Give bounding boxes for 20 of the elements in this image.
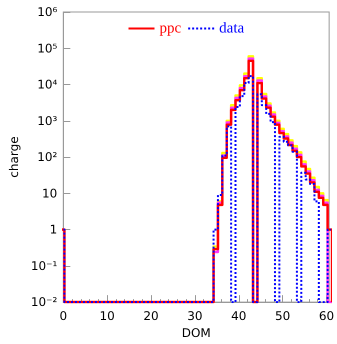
x-tick-label: 10 — [100, 309, 115, 324]
y-tick-label: 10 — [42, 186, 58, 200]
y-tick-label: 1 — [50, 222, 58, 237]
y-tick-label: 10⁶ — [37, 5, 58, 19]
x-tick-label: 50 — [275, 309, 290, 324]
x-tick-label: 30 — [187, 309, 203, 324]
y-axis-title: charge — [7, 136, 21, 178]
x-axis-title: DOM — [182, 326, 211, 340]
y-tick-label: 10⁻¹ — [30, 258, 58, 273]
y-tick-label: 10⁴ — [37, 78, 58, 92]
y-tick-label: 10³ — [37, 114, 58, 128]
legend-label: ppc — [160, 20, 182, 36]
y-tick-label: 10⁵ — [37, 41, 58, 56]
y-tick-label: 10² — [37, 150, 58, 164]
x-tick-label: 20 — [143, 309, 159, 324]
legend-label: data — [219, 20, 244, 36]
x-tick-label: 60 — [318, 309, 334, 324]
x-tick-label: 0 — [59, 309, 68, 324]
y-tick-label: 10⁻² — [30, 295, 58, 310]
x-tick-label: 40 — [231, 309, 246, 324]
